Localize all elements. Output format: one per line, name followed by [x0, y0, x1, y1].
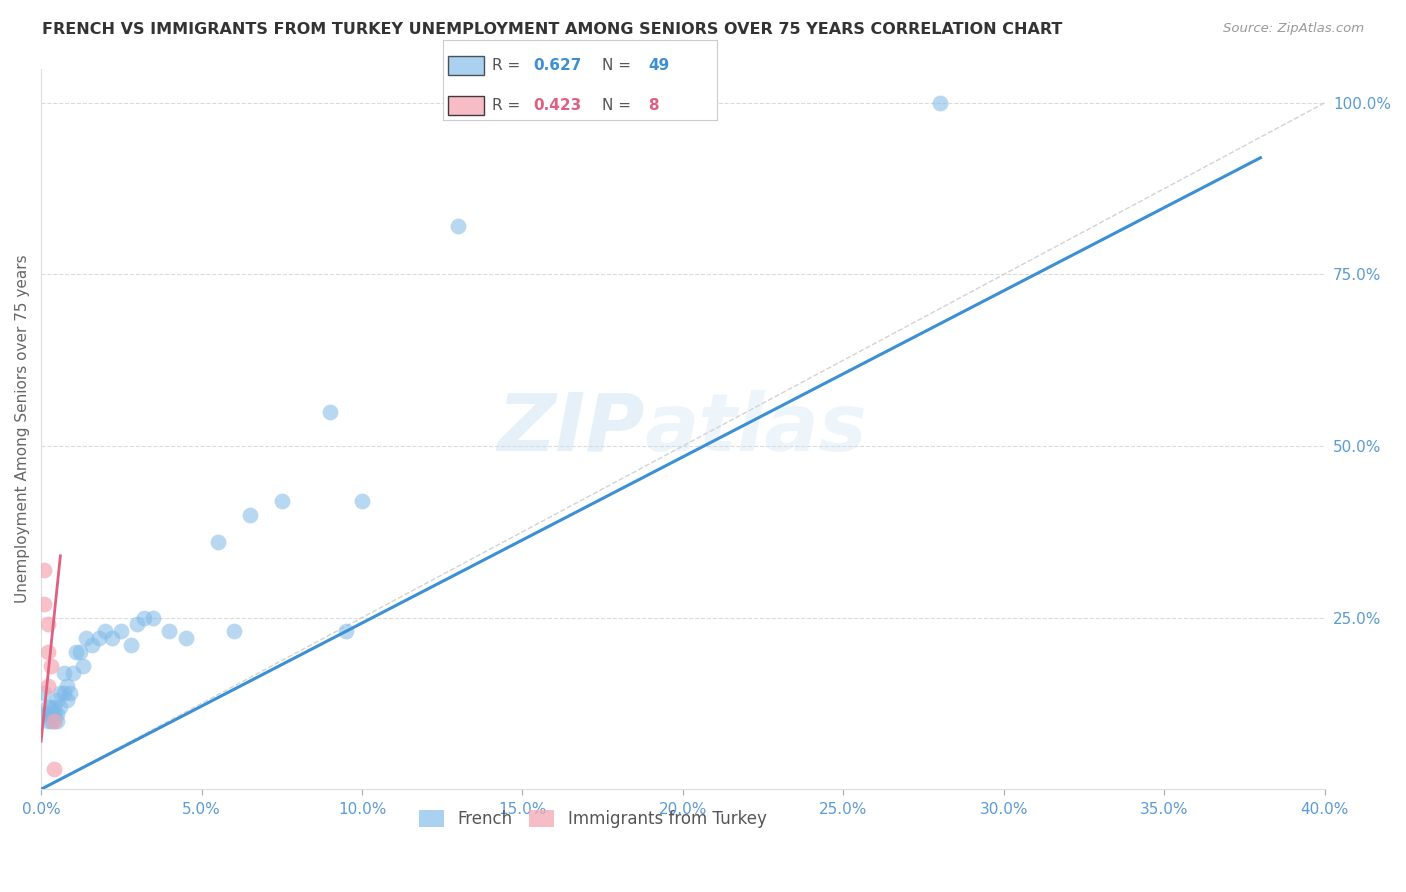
- Text: N =: N =: [602, 97, 636, 112]
- Point: [62, 665, 84, 680]
- Point: [34, 597, 56, 611]
- Point: [52, 686, 75, 700]
- Point: [207, 535, 229, 549]
- Point: [94, 624, 117, 639]
- Point: [42, 699, 65, 714]
- Point: [55, 679, 77, 693]
- Point: [42, 762, 65, 776]
- FancyBboxPatch shape: [449, 95, 484, 115]
- Point: [37, 714, 59, 728]
- Text: R =: R =: [492, 58, 526, 73]
- Point: [142, 610, 165, 624]
- Point: [37, 699, 59, 714]
- Text: 0.627: 0.627: [533, 58, 582, 73]
- Point: [34, 686, 56, 700]
- Point: [39, 658, 62, 673]
- Point: [127, 617, 149, 632]
- Point: [928, 95, 950, 110]
- Point: [335, 624, 357, 639]
- Point: [46, 714, 69, 728]
- Point: [39, 706, 62, 721]
- Text: 49: 49: [648, 58, 669, 73]
- Point: [543, 95, 565, 110]
- Point: [46, 693, 69, 707]
- Point: [49, 686, 72, 700]
- Point: [132, 610, 155, 624]
- Point: [46, 706, 69, 721]
- Y-axis label: Unemployment Among Seniors over 75 years: Unemployment Among Seniors over 75 years: [15, 254, 30, 603]
- Point: [59, 686, 82, 700]
- Point: [239, 508, 262, 522]
- Point: [82, 638, 104, 652]
- Text: Source: ZipAtlas.com: Source: ZipAtlas.com: [1223, 22, 1364, 36]
- Text: atlas: atlas: [644, 390, 868, 468]
- Point: [87, 631, 110, 645]
- FancyBboxPatch shape: [449, 56, 484, 76]
- Point: [75, 631, 97, 645]
- Point: [37, 617, 59, 632]
- Point: [34, 563, 56, 577]
- Text: R =: R =: [492, 97, 526, 112]
- Text: FRENCH VS IMMIGRANTS FROM TURKEY UNEMPLOYMENT AMONG SENIORS OVER 75 YEARS CORREL: FRENCH VS IMMIGRANTS FROM TURKEY UNEMPLO…: [42, 22, 1063, 37]
- Point: [42, 706, 65, 721]
- Point: [42, 714, 65, 728]
- Point: [159, 624, 181, 639]
- Point: [39, 699, 62, 714]
- Point: [319, 405, 342, 419]
- Legend: French, Immigrants from Turkey: French, Immigrants from Turkey: [413, 804, 773, 835]
- Point: [39, 714, 62, 728]
- Point: [350, 494, 373, 508]
- Point: [37, 679, 59, 693]
- Point: [222, 624, 245, 639]
- Point: [110, 624, 132, 639]
- Point: [447, 219, 470, 234]
- Point: [55, 693, 77, 707]
- Point: [69, 645, 91, 659]
- Point: [37, 645, 59, 659]
- Text: ZIP: ZIP: [496, 390, 644, 468]
- Point: [37, 706, 59, 721]
- Text: 0.423: 0.423: [533, 97, 582, 112]
- Point: [270, 494, 292, 508]
- Point: [100, 631, 122, 645]
- Point: [49, 699, 72, 714]
- Point: [52, 665, 75, 680]
- Point: [672, 95, 695, 110]
- Point: [174, 631, 197, 645]
- Text: N =: N =: [602, 58, 636, 73]
- Point: [120, 638, 142, 652]
- Text: 8: 8: [648, 97, 659, 112]
- Point: [39, 706, 62, 721]
- Point: [72, 658, 94, 673]
- Point: [34, 706, 56, 721]
- Point: [42, 714, 65, 728]
- Point: [65, 645, 87, 659]
